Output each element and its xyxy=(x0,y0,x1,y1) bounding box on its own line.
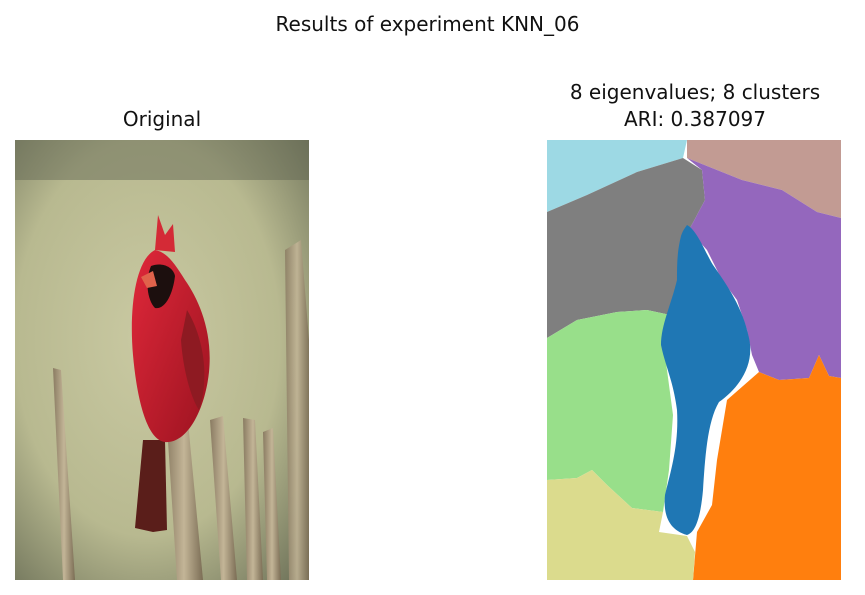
cluster-green-region xyxy=(547,310,675,512)
segmentation-image xyxy=(547,140,841,580)
clustering-title: 8 eigenvalues; 8 clusters ARI: 0.387097 xyxy=(520,79,865,133)
cluster-khaki-region xyxy=(547,470,695,580)
cluster-light-blue-region xyxy=(547,140,687,212)
cluster-orange-region xyxy=(693,355,841,580)
cluster-gray-region xyxy=(547,158,705,338)
original-image xyxy=(15,140,309,580)
cardinal-photo xyxy=(15,140,309,580)
cluster-blue-region xyxy=(661,225,751,535)
clustering-title-line-1: 8 eigenvalues; 8 clusters xyxy=(569,80,821,104)
original-image-title: Original xyxy=(122,107,202,131)
cluster-rose-region xyxy=(687,140,841,218)
cluster-purple-region xyxy=(687,158,841,380)
clustering-title-line-2: ARI: 0.387097 xyxy=(623,107,766,131)
figure-suptitle: Results of experiment KNN_06 xyxy=(275,12,580,36)
cluster-map xyxy=(547,140,841,580)
